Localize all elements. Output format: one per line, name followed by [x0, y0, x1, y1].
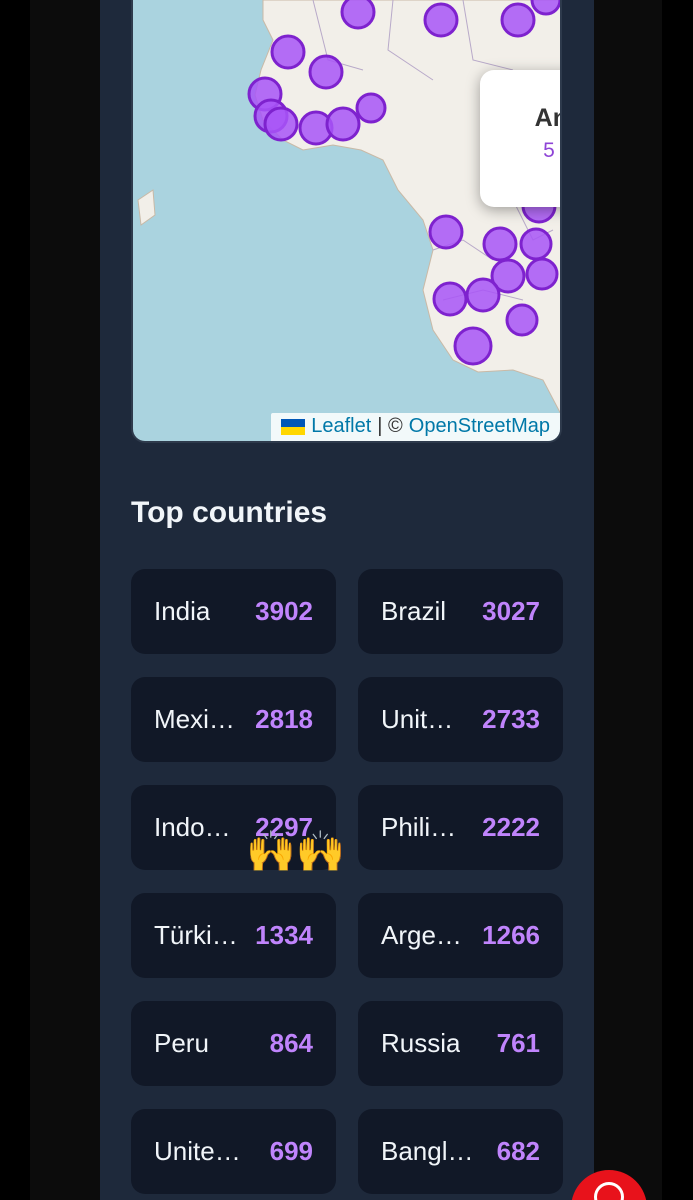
- map-marker[interactable]: [465, 277, 501, 313]
- country-count: 1266: [482, 920, 540, 950]
- attribution-separator: | ©: [377, 415, 403, 437]
- country-card[interactable]: Unite… 699: [131, 1109, 336, 1194]
- top-countries-title: Top countries: [131, 496, 328, 529]
- map-canvas: [137, 0, 562, 414]
- country-count: 682: [496, 1136, 540, 1166]
- map-marker[interactable]: [308, 54, 344, 90]
- map-marker[interactable]: [500, 2, 536, 38]
- island: [137, 189, 156, 226]
- country-card[interactable]: Mexi… 2818: [131, 677, 336, 762]
- country-card[interactable]: Türki… 1334: [131, 893, 336, 978]
- leaflet-link[interactable]: Leaflet: [311, 415, 372, 437]
- map-marker[interactable]: [432, 281, 468, 317]
- country-card[interactable]: Indo… 2297: [131, 785, 336, 870]
- country-name: Unite…: [154, 1136, 241, 1166]
- country-card[interactable]: Arge… 1266: [358, 893, 563, 978]
- ukraine-flag-icon: [281, 418, 306, 435]
- country-card[interactable]: India 3902: [131, 569, 336, 654]
- map-attribution: Leaflet | © OpenStreetMap: [271, 413, 560, 441]
- country-card[interactable]: Phili… 2222: [358, 785, 563, 870]
- country-count: 2297: [255, 812, 313, 842]
- popup-post-count: 5 posts: [543, 139, 560, 162]
- country-card[interactable]: Brazil 3027: [358, 569, 563, 654]
- country-name: Arge…: [381, 920, 462, 950]
- country-count: 699: [269, 1136, 313, 1166]
- map-marker[interactable]: [453, 326, 493, 366]
- country-name: India: [154, 596, 211, 626]
- world-map[interactable]: Angola 5 posts Leaflet | © OpenStreetMap: [131, 0, 562, 443]
- map-marker[interactable]: [505, 303, 539, 337]
- country-card[interactable]: Peru 864: [131, 1001, 336, 1086]
- map-marker[interactable]: [423, 2, 459, 38]
- country-count: 2222: [482, 812, 540, 842]
- map-marker[interactable]: [519, 227, 553, 261]
- country-name: Bangl…: [381, 1136, 474, 1166]
- map-marker[interactable]: [325, 106, 361, 142]
- map-marker[interactable]: [263, 106, 299, 142]
- map-marker[interactable]: [428, 214, 464, 250]
- map-marker[interactable]: [340, 0, 376, 30]
- madagascar: [558, 246, 560, 267]
- map-marker[interactable]: [525, 257, 559, 291]
- help-icon: [594, 1182, 624, 1200]
- country-count: 864: [269, 1028, 313, 1058]
- map-popup[interactable]: Angola 5 posts: [480, 70, 560, 207]
- right-gutter: [594, 0, 662, 1200]
- country-name: Indo…: [154, 812, 231, 842]
- openstreetmap-link[interactable]: OpenStreetMap: [408, 415, 550, 437]
- left-gutter: [30, 0, 100, 1200]
- country-count: 3027: [482, 596, 540, 626]
- map-marker[interactable]: [530, 0, 560, 16]
- country-name: Brazil: [381, 596, 447, 626]
- raised-hands-emoji: 🙌🙌: [246, 830, 346, 874]
- country-count: 1334: [255, 920, 313, 950]
- country-card[interactable]: Russia 761: [358, 1001, 563, 1086]
- map-marker[interactable]: [355, 92, 387, 124]
- post-markers[interactable]: [247, 0, 562, 366]
- country-name: Russia: [381, 1028, 461, 1058]
- map-marker[interactable]: [490, 258, 526, 294]
- country-count: 3902: [255, 596, 313, 626]
- country-name: Unit…: [381, 704, 454, 734]
- country-name: Türki…: [154, 920, 238, 950]
- map-marker[interactable]: [482, 226, 518, 262]
- country-card[interactable]: Unit… 2733: [358, 677, 563, 762]
- country-card[interactable]: Bangl… 682: [358, 1109, 563, 1194]
- country-count: 2733: [482, 704, 540, 734]
- country-count: 2818: [255, 704, 313, 734]
- map-marker[interactable]: [270, 34, 306, 70]
- country-name: Mexi…: [154, 704, 235, 734]
- country-count: 761: [496, 1028, 540, 1058]
- popup-country: Angola: [534, 104, 560, 132]
- country-name: Phili…: [381, 812, 457, 842]
- country-name: Peru: [154, 1028, 209, 1058]
